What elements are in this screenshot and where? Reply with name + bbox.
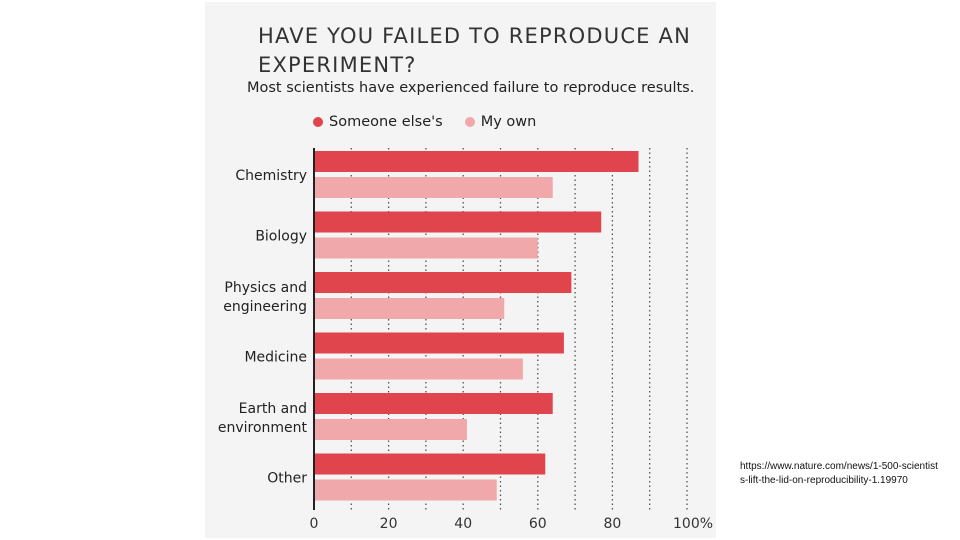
bar — [314, 393, 553, 414]
chart-title: HAVE YOU FAILED TO REPRODUCE AN EXPERIME… — [258, 24, 692, 77]
x-tick-label: 100% — [673, 516, 713, 532]
category-label: Earth and environment — [218, 401, 308, 436]
bar — [314, 272, 572, 293]
x-tick-label: 40 — [454, 516, 472, 532]
legend-item-someone-elses: Someone else's — [313, 114, 443, 130]
bar — [314, 479, 497, 501]
category-label: Chemistry — [235, 168, 307, 184]
bar — [314, 332, 564, 354]
x-tick-label: 20 — [380, 516, 398, 532]
legend-swatch-someone-elses — [313, 117, 323, 127]
category-label: Medicine — [244, 350, 307, 366]
category-label: Biology — [255, 229, 307, 245]
bar — [314, 151, 639, 172]
bar — [314, 177, 553, 198]
category-label: Physics and engineering — [223, 280, 307, 315]
bar — [314, 358, 523, 380]
category-label: Other — [267, 471, 307, 487]
source-link[interactable]: https://www.nature.com/news/1-500-scient… — [740, 461, 938, 486]
x-tick-label: 0 — [310, 516, 319, 532]
bar-chart-plot: Chemistry Biology Physics and engineering Me… — [218, 148, 713, 532]
bar — [314, 211, 602, 233]
legend-item-my-own: My own — [464, 114, 537, 130]
chart-subtitle: Most scientists have experienced failure… — [247, 80, 695, 96]
x-tick-label: 60 — [529, 516, 547, 532]
legend-label-someone-elses: Someone else's — [329, 114, 443, 130]
legend-swatch-my-own — [464, 117, 475, 127]
bar — [314, 298, 505, 319]
x-tick-label: 80 — [603, 516, 621, 532]
legend-label-my-own: My own — [480, 114, 537, 130]
chart-card: HAVE YOU FAILED TO REPRODUCE AN EXPERIME… — [205, 2, 716, 538]
bar — [314, 419, 467, 440]
chart-legend: Someone else's My own — [313, 114, 536, 130]
bar — [314, 237, 538, 259]
bar — [314, 453, 546, 475]
